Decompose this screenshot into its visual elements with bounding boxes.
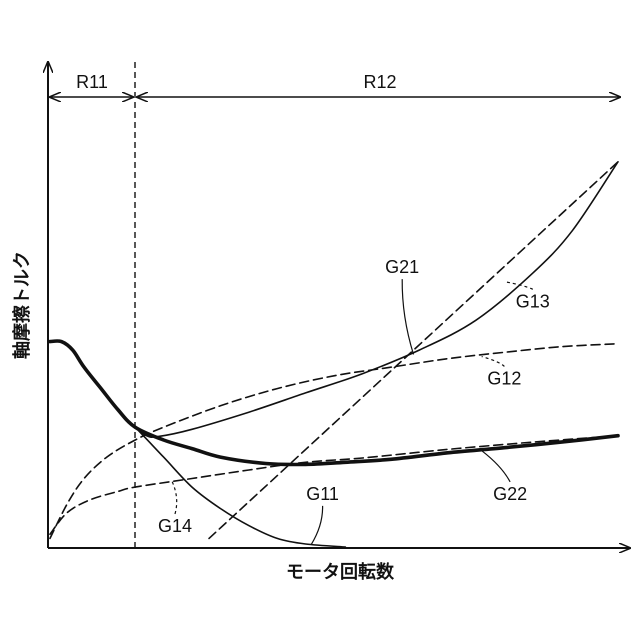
leader-g21 — [401, 279, 415, 355]
label-g14: G14 — [158, 516, 192, 536]
region-r12-label: R12 — [363, 72, 396, 92]
label-g11: G11 — [306, 484, 339, 504]
leader-g12 — [481, 355, 505, 367]
leader-g14 — [171, 481, 178, 515]
series-g13-line — [208, 161, 619, 540]
leader-g22 — [481, 450, 511, 483]
leader-g11 — [310, 505, 324, 545]
y-axis-title: 軸摩擦トルク — [11, 251, 33, 359]
series-g22-line — [48, 339, 620, 467]
series-g11-line — [49, 340, 347, 548]
label-g21: G21 — [385, 257, 419, 277]
label-g22: G22 — [493, 484, 527, 504]
leader-g13 — [504, 281, 534, 290]
x-axis-title: モータ回転数 — [286, 561, 395, 583]
series-g12-line — [49, 342, 619, 540]
label-g13: G13 — [516, 291, 550, 311]
label-g12: G12 — [487, 368, 521, 388]
region-r11-label: R11 — [76, 72, 108, 92]
